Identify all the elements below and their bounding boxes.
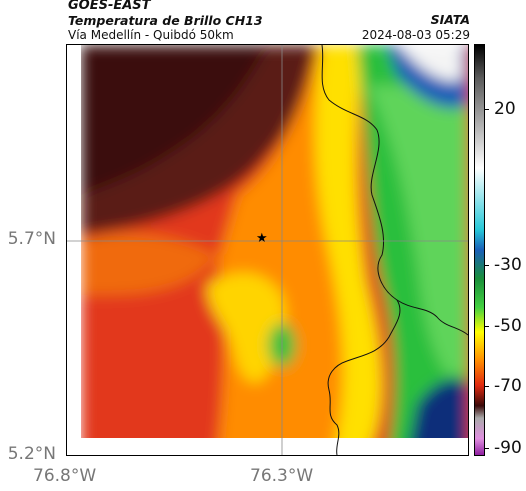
agency-label: SIATA (430, 12, 470, 27)
x-tick-1: 76.8°W (33, 466, 97, 486)
colorbar-label-20: 20 (494, 99, 516, 119)
colorbar-label-minus50: -50 (494, 316, 522, 336)
satellite-map[interactable]: ★ (66, 44, 469, 456)
colorbar-label-minus70: -70 (494, 376, 522, 396)
colorbar (474, 44, 485, 456)
colorbar-tick (485, 326, 489, 327)
subtitle-route: Vía Medellín - Quibdó 50km (68, 28, 234, 42)
colorbar-tick (485, 386, 489, 387)
colorbar-label-minus30: -30 (494, 255, 522, 275)
timestamp-label: 2024-08-03 05:29 (361, 28, 470, 42)
y-tick-1: 5.7°N (7, 229, 56, 249)
colorbar-tick (485, 448, 489, 449)
title-satellite: GOES-EAST (68, 0, 151, 13)
brightness-temperature-field (67, 45, 468, 455)
colorbar-label-minus90: -90 (494, 438, 522, 458)
star-icon[interactable]: ★ (256, 231, 268, 246)
colorbar-tick (485, 109, 489, 110)
colorbar-tick (485, 265, 489, 266)
y-tick-2: 5.2°N (7, 444, 56, 464)
border (396, 299, 468, 336)
x-tick-2: 76.3°W (250, 466, 314, 486)
coastline (321, 45, 401, 455)
title-product: Temperatura de Brillo CH13 (68, 13, 263, 28)
